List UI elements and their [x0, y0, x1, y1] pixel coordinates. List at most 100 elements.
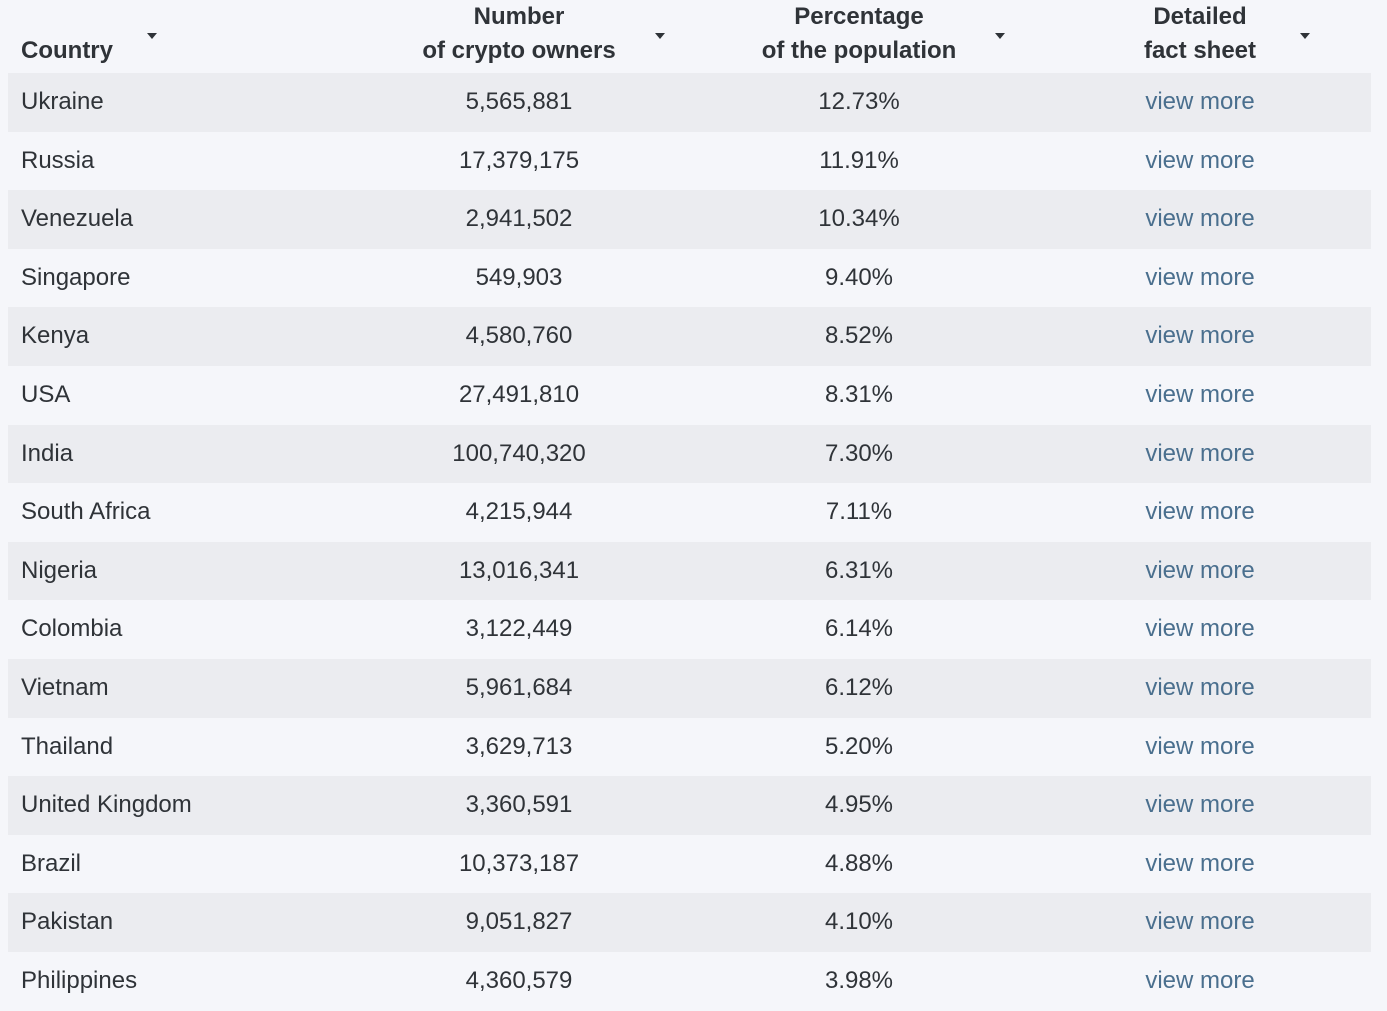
- table-row: Vietnam 5,961,684 6.12% view more: [8, 658, 1371, 718]
- column-header-country[interactable]: Country: [21, 0, 241, 73]
- table-row: Thailand 3,629,713 5.20% view more: [8, 717, 1371, 777]
- fact-sheet-cell: view more: [1050, 600, 1350, 659]
- country-cell: Philippines: [21, 966, 138, 994]
- table-row: Nigeria 13,016,341 6.31% view more: [8, 541, 1371, 601]
- country-cell: Pakistan: [21, 908, 114, 936]
- crypto-owners-cell: 4,580,760: [465, 322, 573, 350]
- column-header-percentage-line2: of the population: [761, 37, 957, 64]
- view-more-link[interactable]: view more: [1145, 673, 1255, 701]
- table-row: Russia 17,379,175 11.91% view more: [8, 131, 1371, 191]
- column-header-fact-sheet-line2: fact sheet: [1143, 37, 1257, 64]
- crypto-owners-cell: 17,379,175: [458, 146, 580, 174]
- column-header-owners-line1: Number: [473, 3, 565, 30]
- population-percentage-cell: 11.91%: [819, 146, 899, 174]
- table-row: Ukraine 5,565,881 12.73% view more: [8, 73, 1371, 132]
- population-percentage-cell: 6.31%: [824, 556, 894, 584]
- crypto-owners-cell: 3,629,713: [465, 732, 573, 760]
- view-more-link[interactable]: view more: [1145, 791, 1255, 819]
- country-cell: Colombia: [21, 615, 123, 643]
- country-cell: United Kingdom: [21, 791, 192, 819]
- population-percentage-cell: 8.52%: [824, 322, 894, 350]
- crypto-owners-cell: 100,740,320: [452, 439, 586, 467]
- view-more-link[interactable]: view more: [1145, 263, 1255, 291]
- country-cell: Kenya: [21, 322, 90, 350]
- table-row: Colombia 3,122,449 6.14% view more: [8, 600, 1371, 659]
- population-percentage-cell: 4.10%: [824, 908, 894, 936]
- crypto-owners-cell: 13,016,341: [458, 556, 580, 584]
- fact-sheet-cell: view more: [1050, 425, 1350, 484]
- view-more-link[interactable]: view more: [1145, 615, 1255, 643]
- column-header-owners[interactable]: Number of crypto owners: [369, 0, 669, 73]
- country-cell: South Africa: [21, 498, 151, 526]
- country-cell: Thailand: [21, 732, 114, 760]
- sort-dropdown-icon[interactable]: [655, 33, 665, 39]
- population-percentage-cell: 7.30%: [824, 439, 894, 467]
- fact-sheet-cell: view more: [1050, 952, 1350, 1011]
- crypto-owners-cell: 5,565,881: [465, 88, 573, 115]
- table-row: South Africa 4,215,944 7.11% view more: [8, 483, 1371, 542]
- fact-sheet-cell: view more: [1050, 893, 1350, 952]
- view-more-link[interactable]: view more: [1145, 380, 1255, 408]
- table-row: Brazil 10,373,187 4.88% view more: [8, 834, 1371, 894]
- crypto-owners-cell: 4,360,579: [465, 966, 573, 994]
- view-more-link[interactable]: view more: [1145, 205, 1255, 233]
- population-percentage-cell: 12.73%: [818, 88, 900, 115]
- table-row: Kenya 4,580,760 8.52% view more: [8, 307, 1371, 366]
- fact-sheet-cell: view more: [1050, 132, 1350, 191]
- population-percentage-cell: 7.11%: [825, 498, 893, 526]
- country-cell: USA: [21, 380, 71, 408]
- view-more-link[interactable]: view more: [1145, 322, 1255, 350]
- fact-sheet-cell: view more: [1050, 483, 1350, 542]
- view-more-link[interactable]: view more: [1145, 88, 1255, 115]
- crypto-owners-cell: 5,961,684: [465, 673, 573, 701]
- country-cell: Venezuela: [21, 205, 134, 233]
- country-cell: Nigeria: [21, 556, 98, 584]
- table-row: Philippines 4,360,579 3.98% view more: [8, 951, 1371, 1011]
- population-percentage-cell: 4.88%: [824, 849, 894, 877]
- column-header-fact-sheet-line1: Detailed: [1153, 3, 1247, 30]
- view-more-link[interactable]: view more: [1145, 439, 1255, 467]
- fact-sheet-cell: view more: [1050, 307, 1350, 366]
- fact-sheet-cell: view more: [1050, 776, 1350, 835]
- sort-dropdown-icon[interactable]: [147, 33, 157, 39]
- view-more-link[interactable]: view more: [1145, 146, 1255, 174]
- view-more-link[interactable]: view more: [1145, 908, 1255, 936]
- view-more-link[interactable]: view more: [1145, 498, 1255, 526]
- view-more-link[interactable]: view more: [1145, 849, 1255, 877]
- fact-sheet-cell: view more: [1050, 835, 1350, 894]
- table-row: USA 27,491,810 8.31% view more: [8, 365, 1371, 425]
- column-header-fact-sheet[interactable]: Detailed fact sheet: [1050, 0, 1350, 73]
- country-cell: Ukraine: [21, 88, 104, 115]
- country-cell: Vietnam: [21, 673, 109, 701]
- view-more-link[interactable]: view more: [1145, 966, 1255, 994]
- table-row: United Kingdom 3,360,591 4.95% view more: [8, 776, 1371, 835]
- fact-sheet-cell: view more: [1050, 190, 1350, 249]
- fact-sheet-cell: view more: [1050, 659, 1350, 718]
- fact-sheet-cell: view more: [1050, 249, 1350, 308]
- column-header-percentage[interactable]: Percentage of the population: [709, 0, 1009, 73]
- country-cell: Brazil: [21, 849, 82, 877]
- population-percentage-cell: 6.14%: [824, 615, 894, 643]
- population-percentage-cell: 4.95%: [824, 791, 894, 819]
- population-percentage-cell: 10.34%: [818, 205, 900, 233]
- crypto-owners-cell: 2,941,502: [465, 205, 573, 233]
- population-percentage-cell: 5.20%: [824, 732, 894, 760]
- view-more-link[interactable]: view more: [1145, 556, 1255, 584]
- crypto-owners-cell: 27,491,810: [458, 380, 580, 408]
- column-header-country-label: Country: [21, 37, 113, 64]
- fact-sheet-cell: view more: [1050, 718, 1350, 777]
- sort-dropdown-icon[interactable]: [1300, 33, 1310, 39]
- view-more-link[interactable]: view more: [1145, 732, 1255, 760]
- crypto-owners-cell: 549,903: [475, 263, 563, 291]
- sort-dropdown-icon[interactable]: [995, 33, 1005, 39]
- table-header: Country Number of crypto owners Percenta…: [8, 0, 1371, 73]
- population-percentage-cell: 8.31%: [824, 380, 894, 408]
- country-cell: Russia: [21, 146, 95, 174]
- crypto-owners-cell: 4,215,944: [465, 498, 573, 526]
- table-body: Ukraine 5,565,881 12.73% view more Russia 17,…: [8, 73, 1371, 1011]
- crypto-owners-cell: 3,122,449: [465, 615, 573, 643]
- crypto-owners-cell: 10,373,187: [458, 849, 580, 877]
- population-percentage-cell: 6.12%: [824, 673, 894, 701]
- crypto-owners-cell: 9,051,827: [465, 908, 573, 936]
- fact-sheet-cell: view more: [1050, 73, 1350, 132]
